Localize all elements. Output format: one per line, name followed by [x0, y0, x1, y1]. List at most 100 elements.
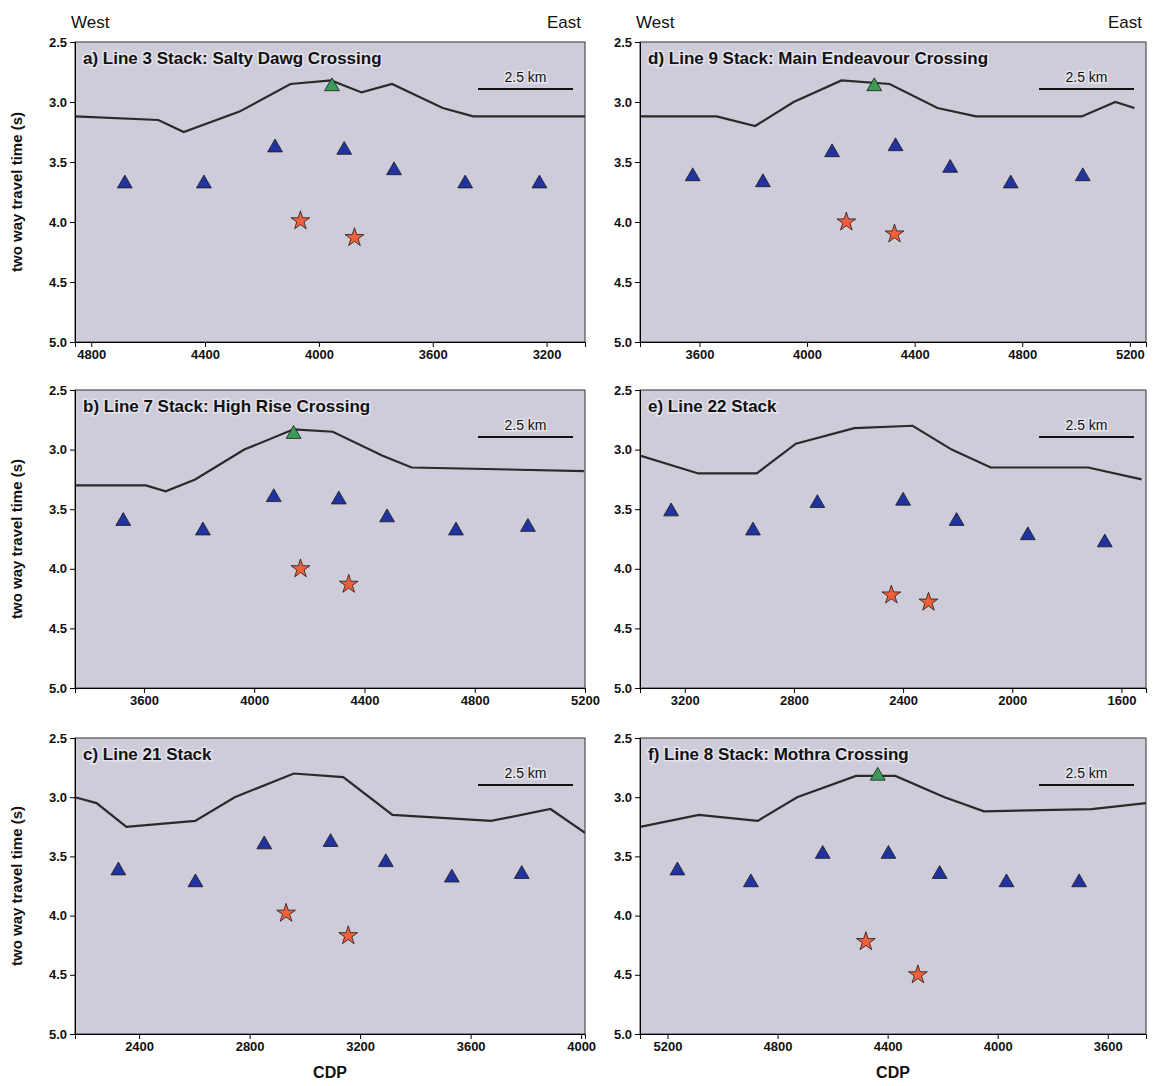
triangle-marker [325, 78, 340, 91]
triangle-marker [116, 513, 131, 526]
y-tick-label: 4.5 [614, 621, 632, 636]
y-tick-mark [635, 628, 640, 629]
x-tick: 4400 [191, 342, 220, 362]
x-tick: 5200 [571, 688, 600, 708]
y-axis-line [635, 391, 641, 689]
y-tick-label: 3.5 [614, 155, 632, 170]
triangle-marker [999, 874, 1014, 887]
y-tick-mark [70, 282, 75, 283]
y-tick: 3.0 [614, 790, 640, 805]
y-tick-mark [70, 1034, 75, 1035]
panel: 2.53.03.54.04.55.036004000440048005200b)… [8, 383, 600, 709]
triangle-marker [196, 522, 211, 535]
y-tick: 3.5 [614, 155, 640, 170]
direction-label: East [1108, 13, 1142, 32]
panel-title: c) Line 21 Stack [83, 745, 212, 764]
x-tick: 3200 [346, 1034, 375, 1054]
star-marker [291, 211, 310, 229]
x-tick: 3600 [457, 1034, 486, 1054]
triangle-marker [664, 503, 679, 516]
triangle-marker [1020, 527, 1035, 540]
y-tick: 4.0 [49, 561, 75, 576]
x-tick: 4400 [350, 688, 379, 708]
triangle-marker [444, 869, 459, 882]
y-tick-label: 2.5 [614, 383, 632, 398]
plot-background [640, 42, 1146, 342]
y-tick-mark [70, 569, 75, 570]
y-tick-mark [70, 42, 75, 43]
triangle-marker [266, 489, 281, 502]
x-tick-label: 3600 [419, 347, 448, 362]
x-tick-label: 4400 [350, 693, 379, 708]
marks [640, 767, 1146, 982]
triangle-marker [932, 866, 947, 879]
y-tick-mark [635, 916, 640, 917]
y-tick-label: 3.0 [614, 790, 632, 805]
x-tick: 4000 [305, 342, 334, 362]
triangle-marker [387, 162, 402, 175]
y-tick: 3.0 [614, 442, 640, 457]
x-tick: 3600 [130, 688, 159, 708]
triangle-marker [949, 513, 964, 526]
y-axis: 2.53.03.54.04.55.0 [614, 383, 641, 696]
y-tick: 5.0 [614, 681, 640, 696]
x-tick-label: 4400 [874, 1039, 903, 1054]
triangle-marker [867, 78, 882, 91]
y-axis-title: two way travel time (s) [8, 459, 25, 619]
y-tick: 3.0 [49, 790, 75, 805]
y-tick: 3.5 [49, 502, 75, 517]
x-tick: 4400 [901, 342, 930, 362]
y-tick-label: 2.5 [614, 731, 632, 746]
marks [640, 78, 1134, 242]
y-tick-mark [635, 797, 640, 798]
y-tick: 4.0 [49, 908, 75, 923]
star-marker [339, 926, 358, 944]
marks [640, 426, 1142, 610]
x-tick-label: 4800 [764, 1039, 793, 1054]
y-tick: 4.5 [49, 621, 75, 636]
scale-bar-label: 2.5 km [504, 417, 546, 433]
x-tick: 4800 [77, 342, 106, 362]
seafloor-line [75, 774, 585, 833]
y-tick-mark [635, 342, 640, 343]
direction-label: West [71, 13, 110, 32]
y-tick-mark [70, 450, 75, 451]
panel: 2.53.03.54.04.55.032002800240020001600e)… [614, 383, 1147, 709]
x-tick-label: 4000 [793, 347, 822, 362]
triangle-marker [1075, 168, 1090, 181]
y-tick-label: 3.0 [614, 442, 632, 457]
x-tick: 4000 [567, 1034, 596, 1054]
y-tick: 4.5 [49, 275, 75, 290]
x-axis-title: CDP [313, 1064, 347, 1081]
x-tick-label: 4000 [305, 347, 334, 362]
x-axis-title: CDP [876, 1064, 910, 1081]
y-tick: 2.5 [49, 731, 75, 746]
x-tick-label: 3600 [130, 693, 159, 708]
triangle-marker [514, 866, 529, 879]
y-tick-label: 3.0 [49, 442, 67, 457]
marks [75, 774, 585, 944]
y-tick: 4.0 [49, 215, 75, 230]
x-tick-label: 2800 [780, 693, 809, 708]
triangle-marker [888, 138, 903, 151]
x-tick: 2800 [236, 1034, 265, 1054]
triangle-marker [756, 174, 771, 187]
y-tick-mark [635, 856, 640, 857]
scale-bar [478, 436, 573, 438]
star-marker [837, 212, 856, 230]
x-tick-label: 3600 [685, 347, 714, 362]
y-tick-label: 4.5 [614, 967, 632, 982]
y-axis: 2.53.03.54.04.55.0 [49, 35, 76, 350]
plot-background [75, 390, 585, 688]
x-axis: 32002800240020001600 [641, 688, 1147, 708]
y-tick-mark [635, 282, 640, 283]
y-tick: 4.0 [614, 561, 640, 576]
x-tick-label: 5200 [654, 1039, 683, 1054]
panel-title: f) Line 8 Stack: Mothra Crossing [648, 745, 909, 764]
panel-title: a) Line 3 Stack: Salty Dawg Crossing [83, 49, 382, 68]
x-tick-label: 3200 [346, 1039, 375, 1054]
y-axis: 2.53.03.54.04.55.0 [49, 383, 76, 696]
x-tick: 1600 [1107, 688, 1136, 708]
y-tick-mark [70, 797, 75, 798]
x-tick: 4000 [240, 688, 269, 708]
